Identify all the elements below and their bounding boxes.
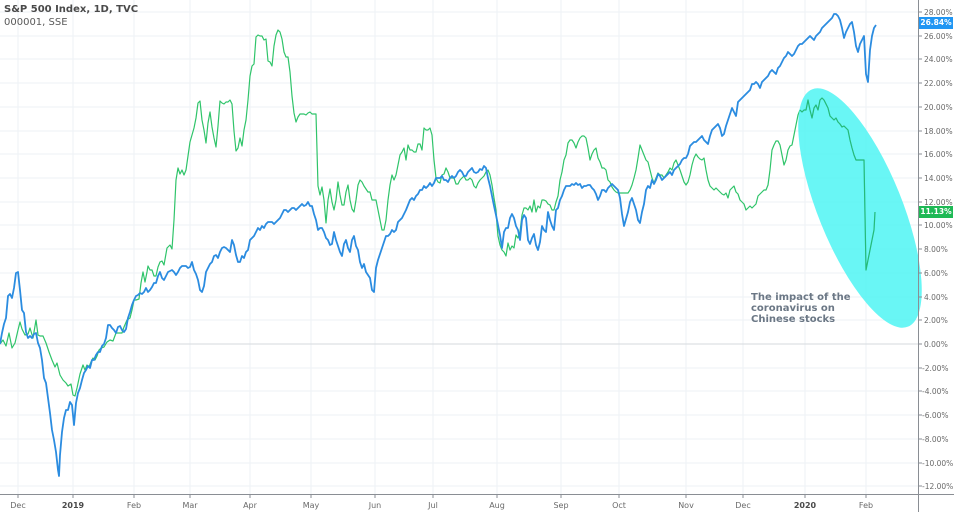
y-tick: 2.00% bbox=[924, 316, 948, 325]
y-tick: 22.00% bbox=[924, 79, 953, 88]
y-tick: -6.00% bbox=[922, 411, 949, 420]
coronavirus-highlight-ellipse[interactable] bbox=[773, 74, 947, 343]
y-tick: 6.00% bbox=[924, 269, 948, 278]
y-tick: 24.00% bbox=[924, 55, 953, 64]
y-tick: 12.00% bbox=[924, 198, 953, 207]
y-tick: -8.00% bbox=[922, 435, 949, 444]
y-tick: 10.00% bbox=[924, 221, 953, 230]
y-tick: 16.00% bbox=[924, 150, 953, 159]
legend-series-sse[interactable]: 000001, SSE bbox=[4, 17, 68, 28]
price-axis-labels[interactable]: 28.00% 26.00% 24.00% 22.00% 20.00% 18.00… bbox=[922, 8, 953, 491]
chart-legend: S&P 500 Index, 1D, TVC 000001, SSE bbox=[4, 3, 138, 29]
x-tick: Jul bbox=[427, 501, 438, 510]
y-tick: 14.00% bbox=[924, 174, 953, 183]
sse-series-line[interactable] bbox=[0, 29, 876, 397]
x-tick: Feb bbox=[859, 501, 873, 510]
sse-series-line-highlighted bbox=[799, 97, 876, 271]
y-tick: -12.00% bbox=[922, 482, 953, 491]
x-tick: Nov bbox=[678, 501, 694, 510]
legend-series-spx[interactable]: S&P 500 Index, 1D, TVC bbox=[4, 4, 139, 15]
x-tick: Jun bbox=[368, 501, 382, 510]
sse-last-value-tag: 11.13% bbox=[919, 206, 953, 218]
time-axis-labels[interactable]: Dec 2019 Feb Mar Apr May Jun Jul Aug Sep… bbox=[10, 501, 873, 510]
x-tick: Dec bbox=[10, 501, 25, 510]
x-tick: May bbox=[303, 501, 320, 510]
time-axis-ticks bbox=[17, 494, 867, 498]
y-tick: 0.00% bbox=[924, 340, 948, 349]
x-tick-year: 2020 bbox=[794, 501, 817, 510]
x-tick: Apr bbox=[243, 501, 258, 510]
y-tick: -2.00% bbox=[922, 364, 949, 373]
x-tick: Sep bbox=[553, 501, 568, 510]
y-tick: 28.00% bbox=[924, 8, 953, 17]
x-tick: Dec bbox=[735, 501, 750, 510]
y-tick: 20.00% bbox=[924, 103, 953, 112]
vertical-gridlines bbox=[17, 0, 867, 494]
y-tick: 26.00% bbox=[924, 32, 953, 41]
y-tick: -4.00% bbox=[922, 387, 949, 396]
y-tick: 18.00% bbox=[924, 127, 953, 136]
spx-series-line[interactable] bbox=[0, 13, 877, 477]
coronavirus-annotation[interactable]: The impact of the coronavirus on Chinese… bbox=[751, 292, 871, 325]
y-tick: 8.00% bbox=[924, 245, 948, 254]
annotation-line-2: coronavirus on bbox=[751, 303, 835, 314]
price-axis-ticks bbox=[918, 11, 922, 487]
spx-last-value-tag: 26.84% bbox=[919, 17, 953, 29]
horizontal-gridlines bbox=[0, 11, 918, 487]
x-tick: Aug bbox=[489, 501, 505, 510]
annotation-line-1: The impact of the bbox=[751, 292, 851, 303]
y-tick: -10.00% bbox=[922, 459, 953, 468]
y-tick: 4.00% bbox=[924, 293, 948, 302]
x-tick-year: 2019 bbox=[62, 501, 85, 510]
x-tick: Mar bbox=[182, 501, 198, 510]
x-tick: Feb bbox=[127, 501, 141, 510]
x-tick: Oct bbox=[612, 501, 626, 510]
annotation-line-3: Chinese stocks bbox=[751, 314, 836, 325]
